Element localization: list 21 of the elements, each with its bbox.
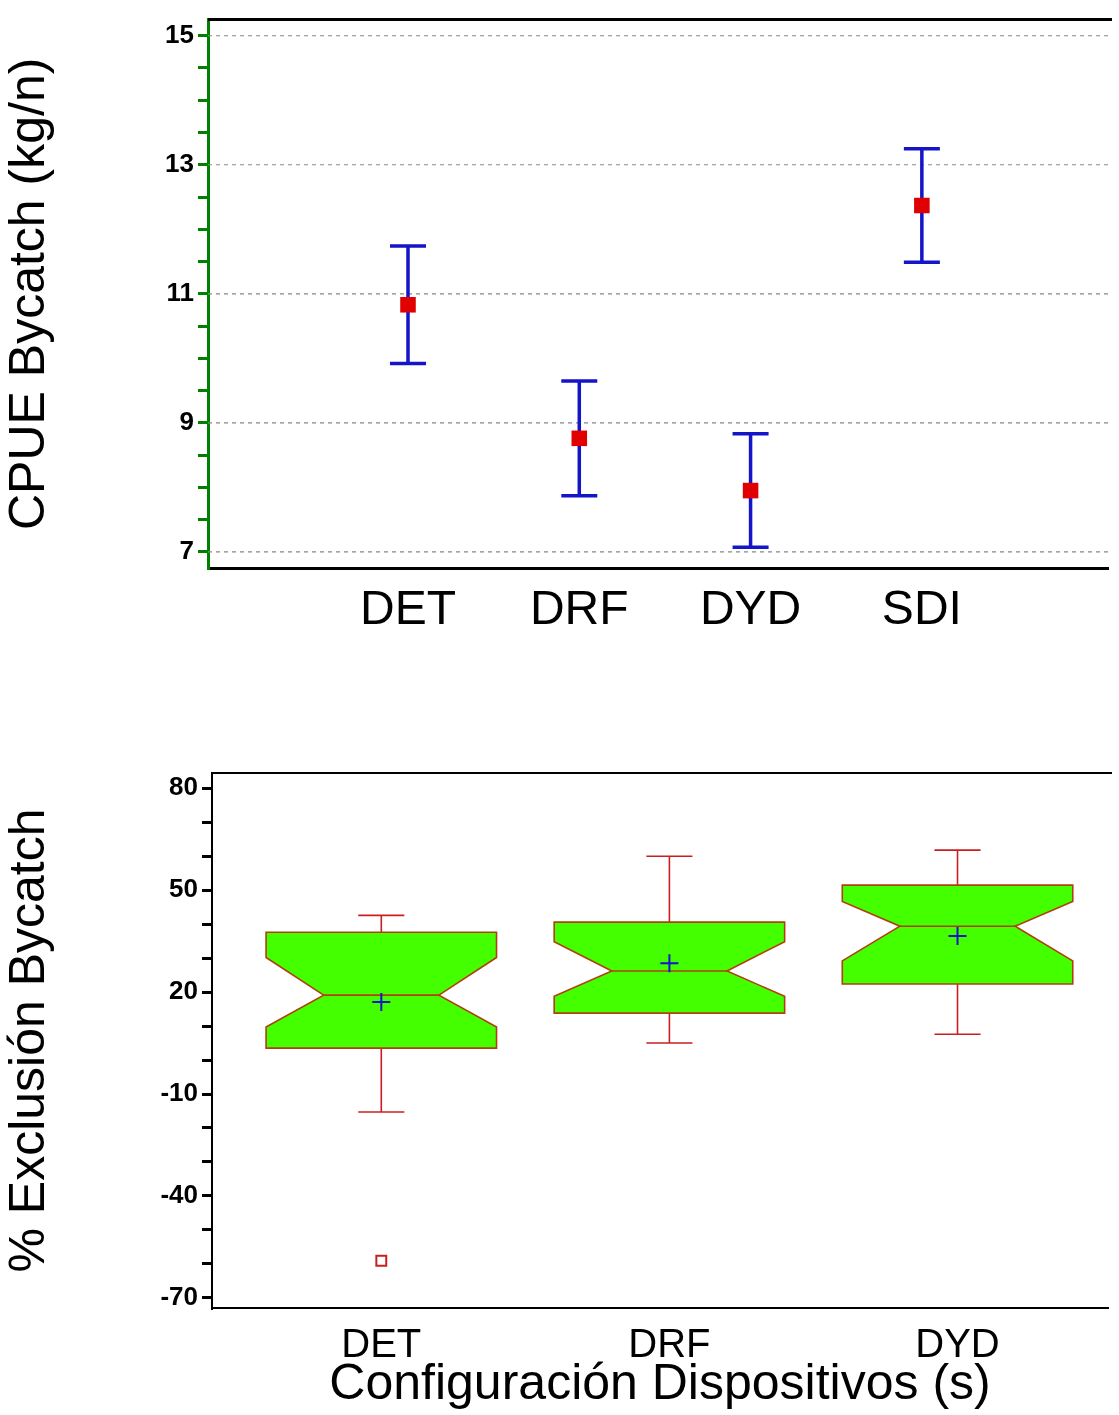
y-tick-label: 7 xyxy=(179,535,194,566)
point xyxy=(400,296,416,313)
y-tick-label: -40 xyxy=(160,1179,198,1210)
y-tick-label: 9 xyxy=(179,406,194,437)
x-tick-label: DET xyxy=(360,581,456,635)
y-tick-label: -10 xyxy=(160,1077,198,1108)
point xyxy=(742,482,759,499)
x-tick-label: SDI xyxy=(881,581,962,635)
x-tick-label: DRF xyxy=(529,581,629,635)
point xyxy=(571,430,588,447)
point xyxy=(914,197,930,214)
y-tick-label: 13 xyxy=(165,147,194,178)
y-tick-label: 11 xyxy=(166,276,194,307)
y-tick-label: 15 xyxy=(165,18,194,49)
x-tick-label: DYD xyxy=(699,581,802,635)
y-tick-label: 80 xyxy=(169,771,198,802)
y-tick-label: -70 xyxy=(160,1280,198,1311)
y-tick-label: 20 xyxy=(169,975,198,1006)
y-axis-title: CPUE Bycatch (kg/n) xyxy=(0,57,55,530)
y-tick-label: 50 xyxy=(169,873,198,904)
y-axis-title: % Exclusión Bycatch xyxy=(0,808,55,1273)
